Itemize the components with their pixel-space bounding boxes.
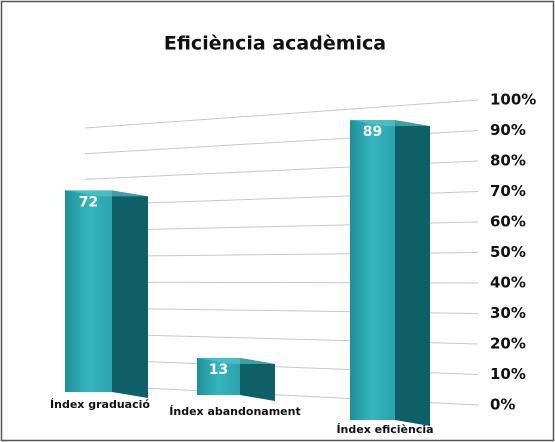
- y-tick-label: 70%: [490, 182, 526, 200]
- y-tick-label: 90%: [490, 121, 526, 139]
- bar-side: [395, 120, 430, 426]
- y-tick-label: 10%: [490, 365, 526, 383]
- bar-top: [65, 190, 148, 197]
- bar-top: [197, 357, 275, 364]
- y-tick-label: 20%: [490, 335, 526, 353]
- y-tick-label: 40%: [490, 274, 526, 292]
- x-tick-label: Índex eficiència: [336, 423, 433, 436]
- y-tick-label: 80%: [490, 152, 526, 170]
- value-label: 13: [209, 362, 228, 378]
- y-tick-label: 0%: [490, 396, 515, 414]
- bar: [65, 190, 112, 392]
- y-tick-label: 50%: [490, 243, 526, 261]
- bar: [350, 120, 395, 420]
- x-tick-label: Índex graduació: [50, 398, 150, 411]
- grid-line: [84, 99, 479, 129]
- y-tick-label: 100%: [490, 91, 536, 109]
- bar-side: [112, 190, 148, 398]
- y-tick-label: 60%: [490, 213, 526, 231]
- bar: [197, 357, 240, 395]
- value-label: 89: [363, 124, 382, 140]
- bar-top: [350, 120, 430, 127]
- y-tick-label: 30%: [490, 304, 526, 322]
- chart-title: Eficiència acadèmica: [164, 33, 386, 55]
- bar-side: [240, 357, 275, 401]
- x-tick-label: Índex abandonament: [169, 405, 300, 418]
- value-label: 72: [79, 194, 98, 210]
